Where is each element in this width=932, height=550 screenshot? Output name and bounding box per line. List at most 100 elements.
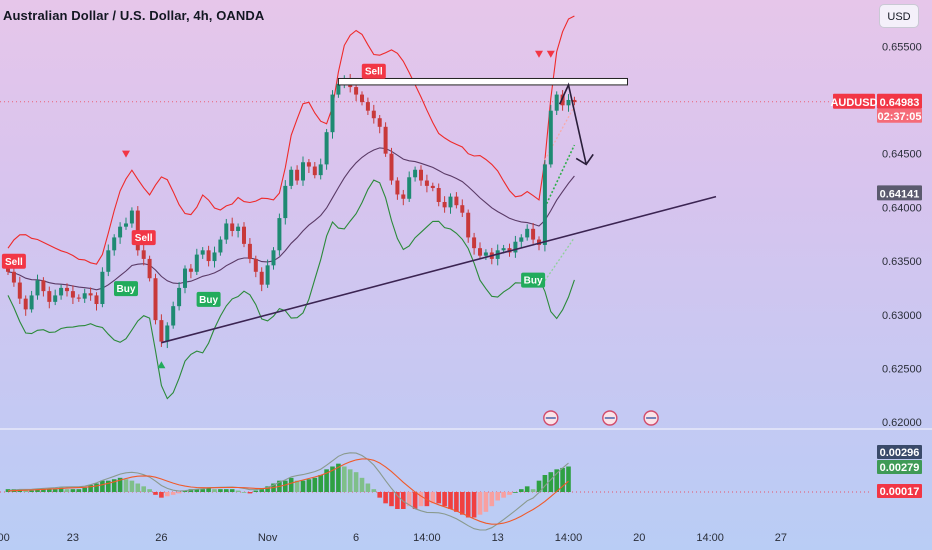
signal-label: Sell [135,233,153,244]
macd-histogram-bar [460,492,465,515]
macd-histogram-bar [442,492,447,507]
macd-histogram-bar [147,489,152,492]
macd-histogram-bar [176,492,182,494]
candle-body [542,164,547,245]
macd-histogram-bar [218,489,223,492]
macd-histogram-bar [29,490,34,492]
ma-value-badge-text: 0.64141 [880,188,920,200]
candle-body [448,196,453,208]
macd-histogram-bar [206,487,211,492]
candle-body [478,248,482,256]
candle-body [129,210,134,224]
macd-histogram-bar [371,489,377,492]
sell-arrow-marker [546,50,555,58]
chart-title: Australian Dollar / U.S. Dollar, 4h, OAN… [3,8,265,23]
macd-histogram-bar [554,469,559,492]
price-tick-label: 0.65500 [882,41,922,53]
macd-histogram-bar [318,475,323,492]
resistance-zone [337,77,628,86]
currency-selector[interactable]: USD [879,4,919,28]
signal-value-badge [877,460,922,474]
signal-label: Sell [5,257,23,268]
histogram-value-badge-text: 0.00017 [880,486,920,498]
macd-histogram-bar [76,489,82,492]
candle-body [407,177,412,199]
macd-histogram-bar [489,492,495,507]
candle-body [318,164,323,176]
time-tick-label: :00 [0,532,10,544]
time-tick-label: Nov [258,532,278,544]
candle-body [47,291,52,302]
price-tick-label: 0.64000 [882,202,922,214]
candle-body [230,223,235,231]
macd-histogram-bar [401,492,406,509]
candle-body [413,169,418,178]
candle-body [277,218,282,251]
macd-histogram-bar [259,489,264,492]
candle-body [112,237,117,251]
symbol-badge [833,93,875,109]
candle-body [206,250,211,262]
sell-signal-badge [131,230,156,246]
candle-body [472,237,477,249]
price-tick-label: 0.63000 [882,310,922,322]
candle-body [301,162,305,181]
macd-histogram-bar [477,492,483,515]
signal-label: Buy [199,295,218,306]
candle-body [23,298,28,310]
candle-body [436,188,441,202]
macd-histogram-bar [159,492,164,498]
candle-body [70,291,75,298]
candle-body [35,280,40,296]
macd-histogram-bar [106,480,111,492]
candle-body [572,99,577,103]
sell-signal-badge [361,63,386,79]
candle-body [265,265,270,285]
projection-middle-line [544,144,576,208]
candle-body [283,185,288,219]
macd-histogram-bar [365,483,371,492]
macd-histogram-bar [471,492,477,518]
candle-body [312,166,317,176]
candle-body [330,94,335,133]
macd-histogram-bar [94,483,99,492]
candle-body [289,169,294,186]
time-tick-label: 23 [67,532,79,544]
macd-histogram-bar [241,492,247,493]
macd-histogram-bar [412,492,418,509]
candle-body [159,320,164,342]
macd-histogram-bar [312,477,318,492]
candle-body [519,237,524,242]
macd-value-badge [877,445,922,459]
time-tick-label: 26 [155,532,167,544]
time-tick-label: 27 [775,532,787,544]
last-price-badge-text: 0.64983 [880,97,920,109]
candle-body [483,252,488,256]
candle-body [212,252,217,262]
candle-body [324,132,329,165]
candle-body [383,126,388,154]
ma-value-badge [877,185,922,201]
macd-histogram-bar [100,480,105,492]
macd-histogram-bar [342,466,347,492]
macd-histogram-bar [530,489,536,492]
candle-body [153,278,158,321]
time-tick-label: 14:00 [413,532,441,544]
signal-label: Buy [117,284,136,295]
time-tick-label: 13 [492,532,504,544]
macd-histogram-bar [117,477,123,492]
last-price-badge [877,93,922,109]
candle-body [183,268,187,288]
macd-histogram-bar [306,479,312,492]
signal-label: Sell [365,67,383,78]
upper-band-line [7,15,575,265]
macd-histogram-bar [294,480,300,492]
macd-histogram-bar [288,477,294,492]
candle-body [365,102,370,111]
candle-body [106,250,111,272]
candle-body [253,258,258,272]
candle-body [295,169,300,181]
lower-band-line [7,179,575,400]
candle-body [424,180,429,186]
